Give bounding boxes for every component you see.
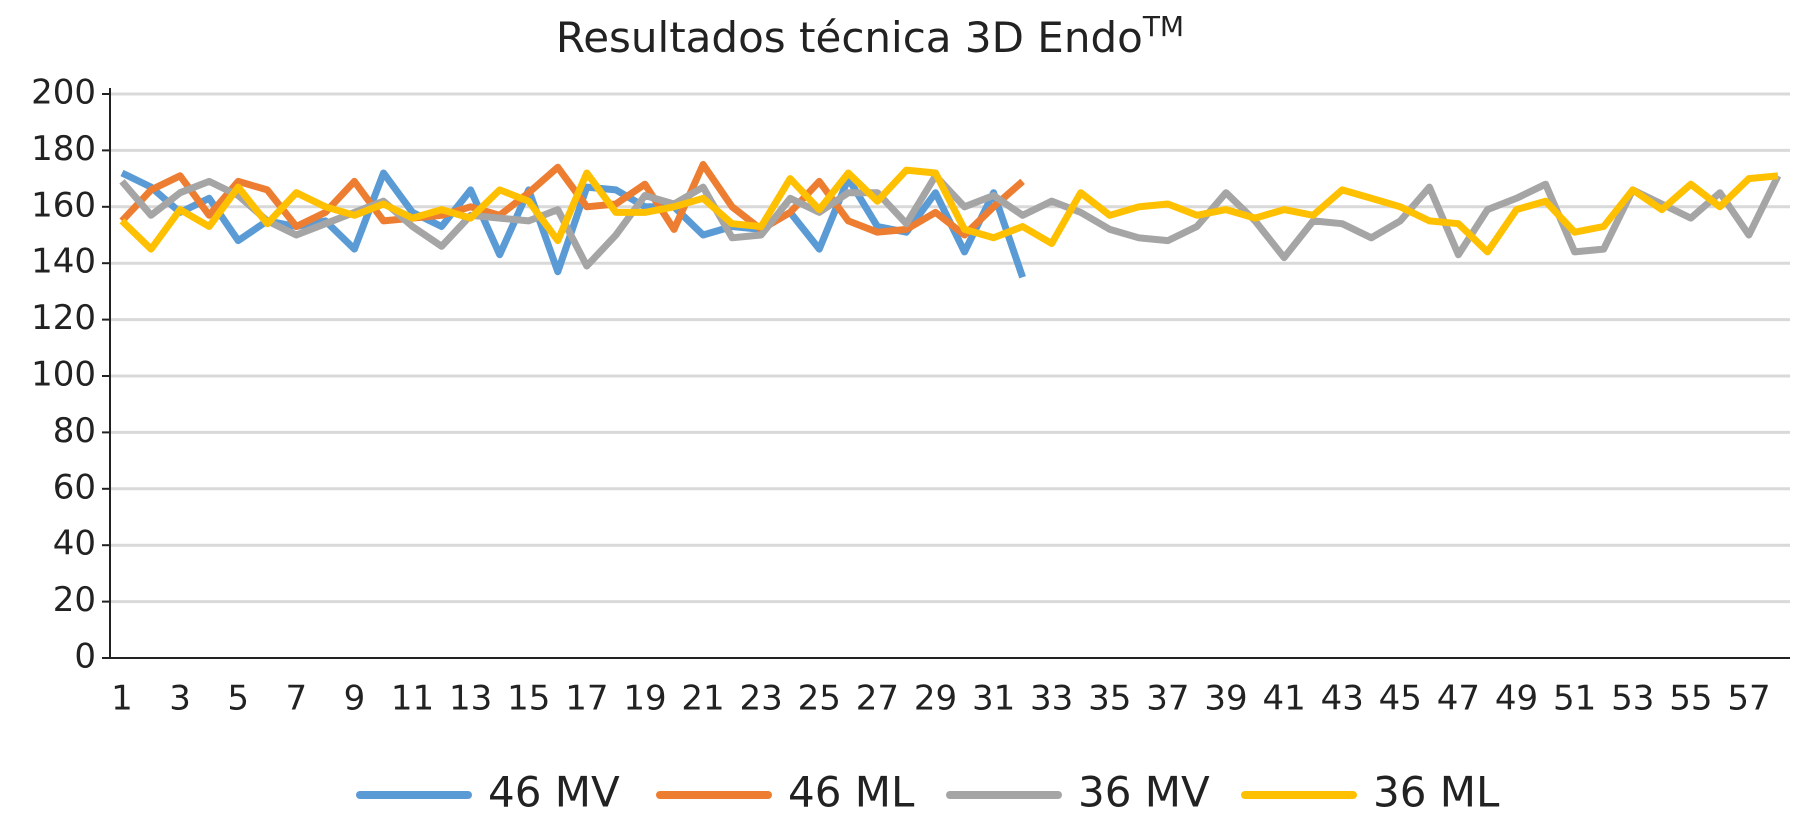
x-tick-label: 15 (507, 679, 550, 719)
x-tick-label: 47 (1437, 679, 1480, 719)
x-tick-label: 23 (740, 679, 783, 719)
title-main: Resultados técnica 3D Endo (556, 13, 1143, 62)
series-line (119, 166, 1779, 256)
y-tick-label: 180 (31, 129, 96, 169)
x-tick-label: 33 (1030, 679, 1073, 719)
y-tick-label: 140 (31, 242, 96, 282)
x-tick-label: 11 (391, 679, 434, 719)
legend-label: 46 MV (488, 768, 620, 817)
y-tick-label: 200 (31, 73, 96, 113)
x-tick-label: 53 (1611, 679, 1654, 719)
y-tick-label: 80 (53, 411, 96, 451)
x-tick-label: 17 (565, 679, 608, 719)
x-tick-label: 19 (623, 679, 666, 719)
x-tick-label: 49 (1495, 679, 1538, 719)
x-tick-label: 29 (914, 679, 957, 719)
x-tick-label: 1 (111, 679, 133, 719)
x-tick-label: 27 (856, 679, 899, 719)
x-tick-label: 7 (285, 679, 307, 719)
y-tick-label: 120 (31, 298, 96, 338)
x-tick-label: 55 (1669, 679, 1712, 719)
x-tick-label: 41 (1262, 679, 1305, 719)
x-tick-label: 5 (227, 679, 249, 719)
x-tick-label: 31 (972, 679, 1015, 719)
y-tick-label: 160 (31, 185, 96, 225)
x-tick-label: 45 (1379, 679, 1422, 719)
y-tick-label: 100 (31, 355, 96, 395)
x-tick-label: 39 (1204, 679, 1247, 719)
legend-label: 36 ML (1373, 768, 1500, 817)
legend-label: 46 ML (788, 768, 915, 817)
legend-label: 36 MV (1078, 768, 1210, 817)
x-tick-label: 57 (1727, 679, 1770, 719)
x-tick-label: 25 (798, 679, 841, 719)
y-tick-label: 40 (53, 524, 96, 564)
y-tick-label: 60 (53, 467, 96, 507)
chart-title: Resultados técnica 3D EndoTM (556, 10, 1184, 62)
x-tick-label: 37 (1146, 679, 1189, 719)
title-superscript: TM (1142, 10, 1184, 43)
y-tick-label: 0 (74, 637, 96, 677)
x-tick-label: 13 (449, 679, 492, 719)
x-tick-label: 3 (169, 679, 191, 719)
x-tick-label: 9 (344, 679, 366, 719)
y-tick-label: 20 (53, 580, 96, 620)
x-tick-label: 35 (1088, 679, 1131, 719)
series-line (119, 161, 1025, 239)
x-tick-label: 51 (1553, 679, 1596, 719)
x-tick-label: 21 (681, 679, 724, 719)
x-tick-label: 43 (1321, 679, 1364, 719)
